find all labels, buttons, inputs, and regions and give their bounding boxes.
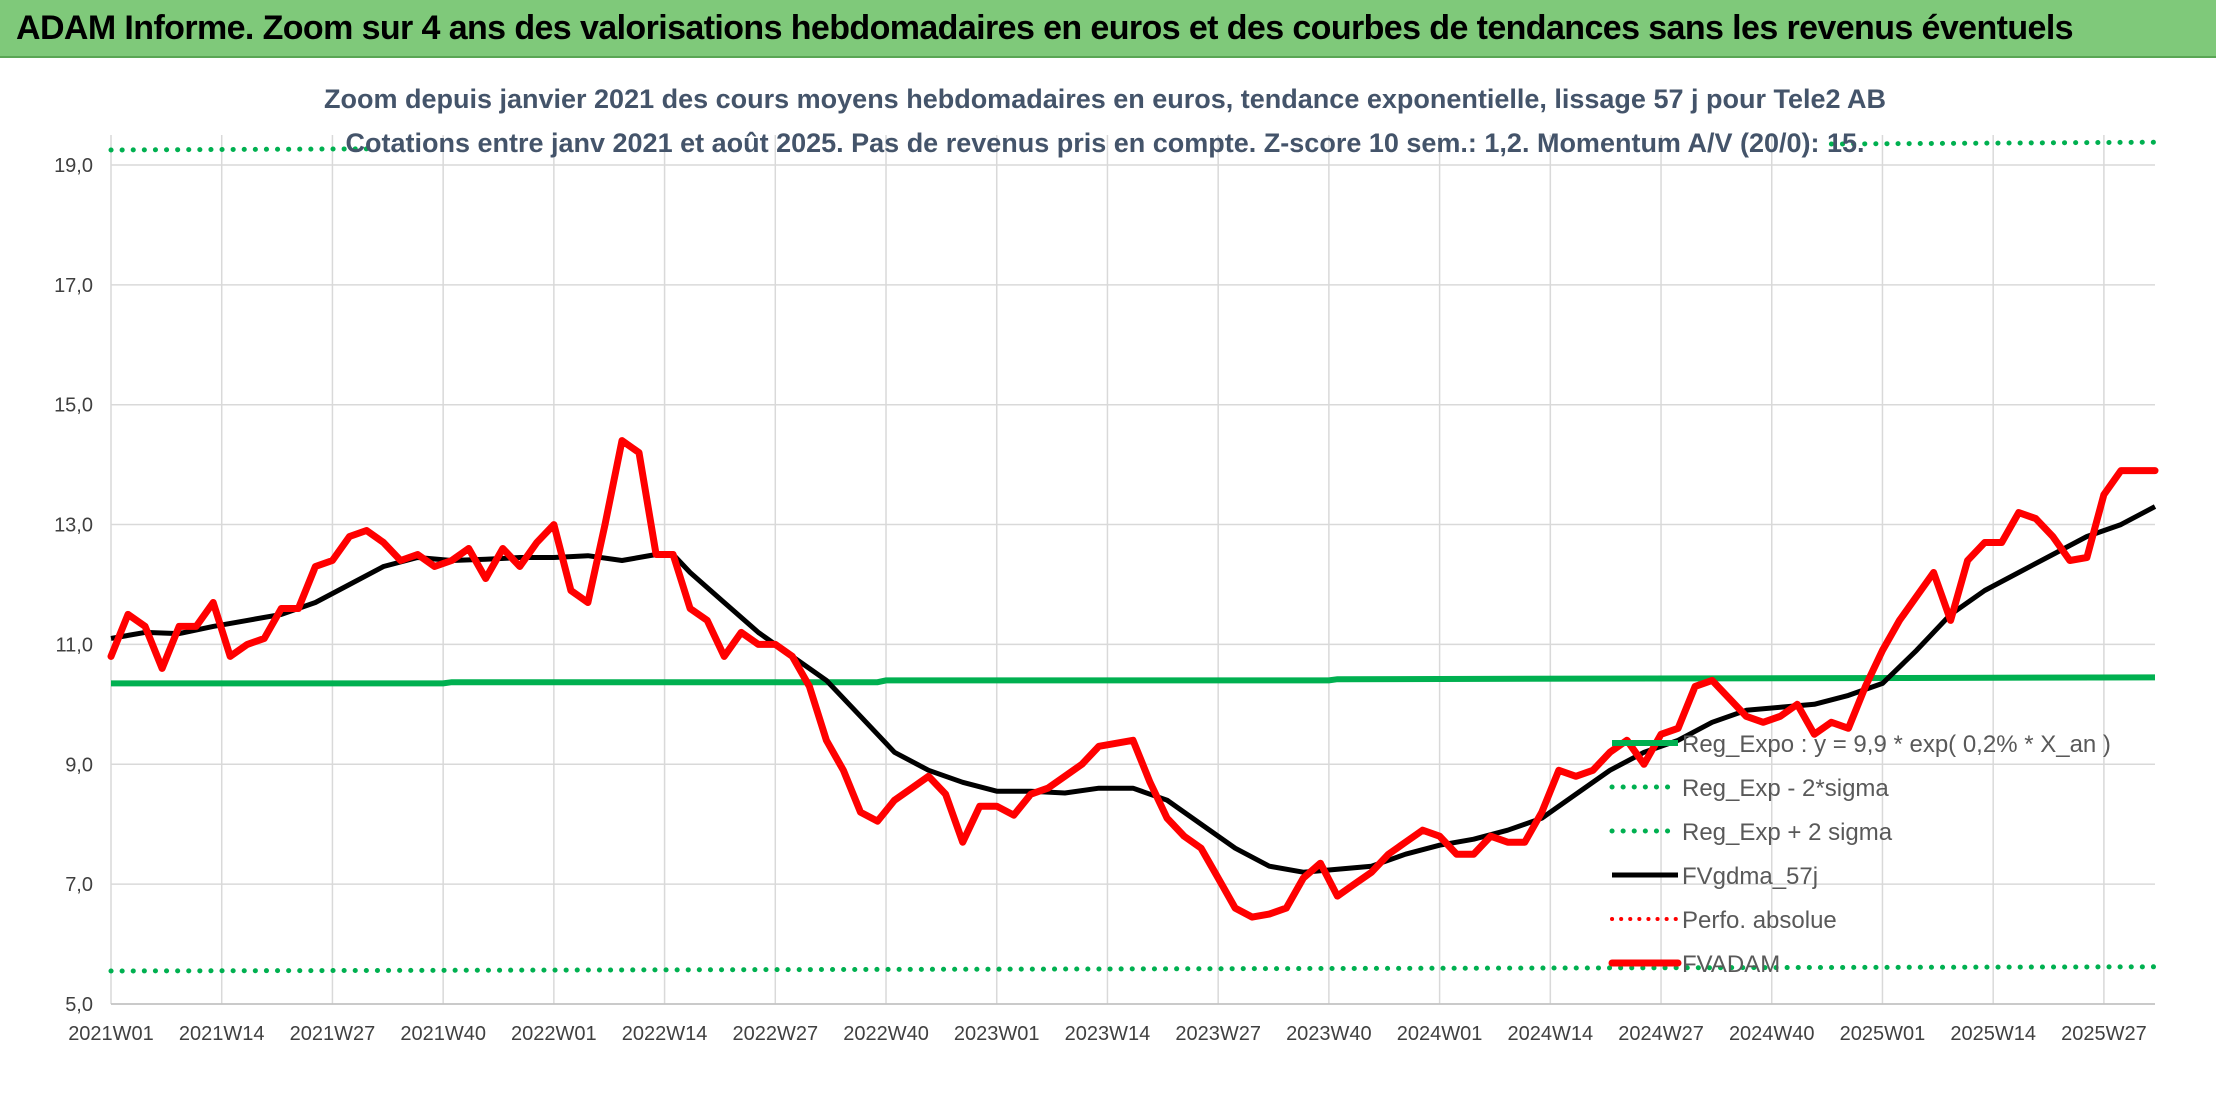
x-tick-label: 2025W14: [1950, 1023, 2036, 1045]
x-tick-label: 2023W01: [954, 1023, 1040, 1045]
x-tick-label: 2023W40: [1286, 1023, 1372, 1045]
y-tick-label: 11,0: [56, 634, 93, 656]
y-tick-label: 19,0: [54, 155, 93, 177]
y-tick-label: 17,0: [54, 275, 93, 297]
header-banner: ADAM Informe. Zoom sur 4 ans des valoris…: [0, 0, 2216, 58]
legend-label: Perfo. absolue: [1682, 907, 1837, 934]
series-line-reg-expo-y-9-9-exp-0-2-x-an: [111, 674, 2156, 687]
x-tick-label: 2022W01: [511, 1023, 597, 1045]
page-title: ADAM Informe. Zoom sur 4 ans des valoris…: [16, 9, 2074, 47]
y-tick-label: 13,0: [54, 515, 93, 537]
y-tick-label: 9,0: [65, 754, 93, 776]
grid-layer: [110, 135, 2155, 1005]
x-tick-label: 2023W27: [1175, 1023, 1261, 1045]
x-tick-label: 2021W27: [290, 1023, 376, 1045]
axes-layer: 5,0 7,0 9,0 11,0 13,0 15,0 17,0 19,0 2021W01 2021…: [54, 155, 2155, 1045]
x-tick-label: 2021W01: [68, 1023, 154, 1045]
x-tick-label: 2022W14: [622, 1023, 708, 1045]
series-line-reg-exp-2-sigma: [108, 964, 2158, 974]
legend-label: Reg_Expo : y = 9,9 * exp( 0,2% * X_an ): [1682, 731, 2111, 758]
series-line-reg-exp-2-sigma: [108, 139, 2158, 153]
legend-label: Reg_Exp + 2 sigma: [1682, 819, 1893, 846]
chart-subtitle: Cotations entre janv 2021 et août 2025. …: [345, 128, 1864, 158]
x-tick-label: 2021W40: [400, 1023, 486, 1045]
y-tick-label: 7,0: [65, 874, 93, 896]
series-line-fvadam: [107, 437, 2159, 921]
series-line-fvgdma-57j: [110, 504, 2157, 875]
x-tick-label: 2022W27: [732, 1023, 818, 1045]
x-tick-label: 2024W01: [1397, 1023, 1483, 1045]
x-tick-label: 2024W14: [1508, 1023, 1594, 1045]
y-tick-label: 15,0: [54, 395, 93, 417]
legend-label: FVgdma_57j: [1682, 863, 1818, 890]
legend-label: Reg_Exp - 2*sigma: [1682, 775, 1889, 802]
x-tick-label: 2022W40: [843, 1023, 929, 1045]
x-tick-label: 2021W14: [179, 1023, 265, 1045]
legend: Reg_Expo : y = 9,9 * exp( 0,2% * X_an ) R…: [1608, 731, 2111, 978]
x-tick-label: 2024W27: [1618, 1023, 1704, 1045]
chart-area: 5,0 7,0 9,0 11,0 13,0 15,0 17,0 19,0 2021W01 2021…: [0, 60, 2216, 1102]
series-layer: [107, 139, 2159, 974]
x-tick-label: 2025W27: [2061, 1023, 2147, 1045]
legend-label: FVADAM: [1682, 951, 1780, 978]
chart-title: Zoom depuis janvier 2021 des cours moyen…: [324, 84, 1886, 114]
x-tick-label: 2025W01: [1840, 1023, 1926, 1045]
chart-svg: 5,0 7,0 9,0 11,0 13,0 15,0 17,0 19,0 2021W01 2021…: [54, 84, 2159, 1045]
y-tick-label: 5,0: [65, 994, 93, 1016]
x-tick-label: 2024W40: [1729, 1023, 1815, 1045]
x-tick-label: 2023W14: [1065, 1023, 1151, 1045]
